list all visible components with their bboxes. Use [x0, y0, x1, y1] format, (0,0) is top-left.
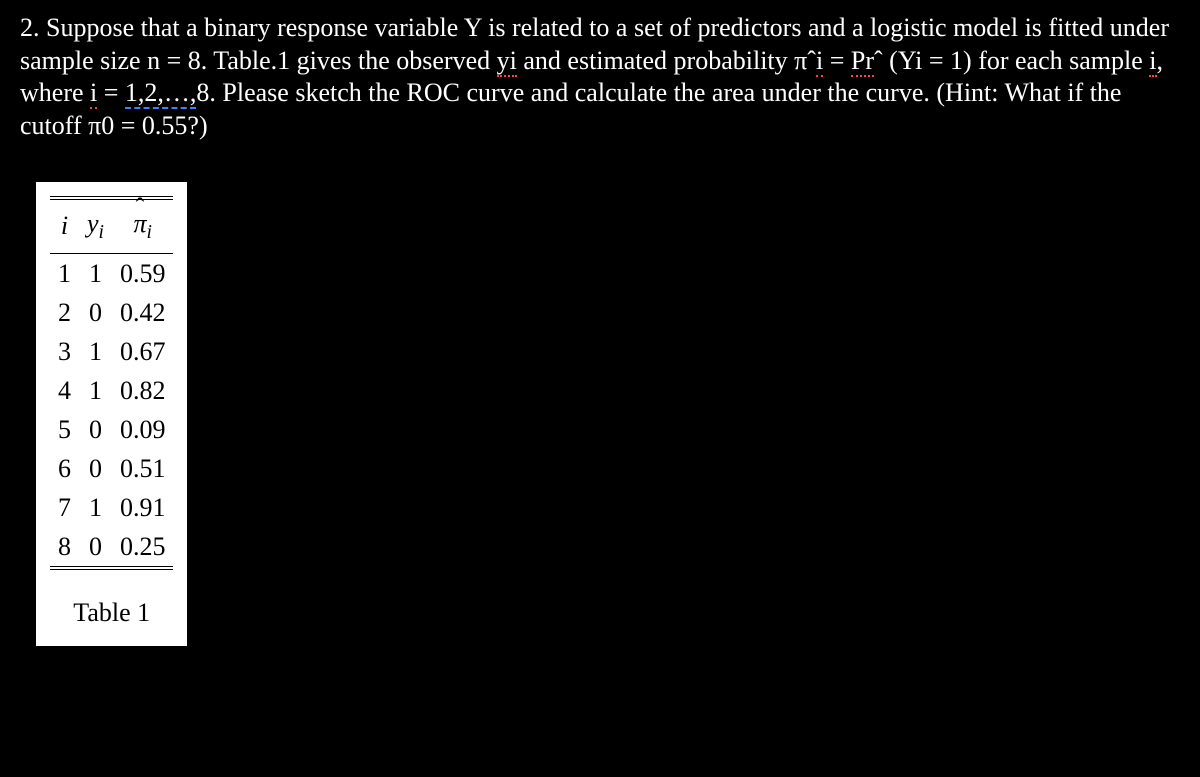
cell-y: 0 — [79, 293, 112, 332]
cell-pi: 0.59 — [112, 254, 174, 294]
q-eq: = — [823, 46, 851, 75]
col-y-sub: i — [99, 222, 104, 243]
cell-pi: 0.67 — [112, 332, 174, 371]
q-yi: yi — [497, 46, 517, 77]
cell-i: 1 — [50, 254, 79, 294]
question-text: 2. Suppose that a binary response variab… — [20, 12, 1180, 142]
q-eq2: = — [97, 78, 125, 107]
q-i2: i — [1149, 46, 1156, 77]
table-row: 200.42 — [50, 293, 173, 332]
col-y: yi — [79, 198, 112, 254]
q-mid1: and estimated probability π — [517, 46, 807, 75]
data-table: i yi πi 110.59 200.42 310.67 410.82 500.… — [50, 196, 173, 570]
table-caption: Table 1 — [50, 598, 173, 628]
cell-i: 2 — [50, 293, 79, 332]
cell-pi: 0.51 — [112, 449, 174, 488]
cell-y: 0 — [79, 527, 112, 568]
col-y-sym: y — [87, 209, 99, 238]
q-hat: ˆ — [807, 46, 816, 75]
cell-i: 6 — [50, 449, 79, 488]
q-hat2: ˆ — [874, 46, 883, 75]
q-pr: Pr — [851, 46, 874, 77]
table-row: 600.51 — [50, 449, 173, 488]
col-i: i — [50, 198, 79, 254]
table-row: 410.82 — [50, 371, 173, 410]
cell-y: 1 — [79, 332, 112, 371]
cell-i: 7 — [50, 488, 79, 527]
col-pi-sub: i — [147, 222, 152, 243]
col-pi-sym: π — [133, 204, 146, 243]
cell-y: 1 — [79, 254, 112, 294]
q-range: 1,2,…, — [125, 78, 197, 109]
cell-i: 8 — [50, 527, 79, 568]
table-row: 110.59 — [50, 254, 173, 294]
table-container: i yi πi 110.59 200.42 310.67 410.82 500.… — [36, 182, 187, 646]
table-row: 310.67 — [50, 332, 173, 371]
table-body: 110.59 200.42 310.67 410.82 500.09 600.5… — [50, 254, 173, 569]
cell-i: 4 — [50, 371, 79, 410]
cell-y: 0 — [79, 410, 112, 449]
cell-y: 0 — [79, 449, 112, 488]
cell-i: 5 — [50, 410, 79, 449]
cell-pi: 0.91 — [112, 488, 174, 527]
table-row: 710.91 — [50, 488, 173, 527]
cell-pi: 0.25 — [112, 527, 174, 568]
table-row: 500.09 — [50, 410, 173, 449]
cell-pi: 0.09 — [112, 410, 174, 449]
cell-pi: 0.42 — [112, 293, 174, 332]
col-pi: πi — [112, 198, 174, 254]
table-row: 800.25 — [50, 527, 173, 568]
cell-y: 1 — [79, 488, 112, 527]
cell-i: 3 — [50, 332, 79, 371]
q-after-pr: (Yi = 1) for each sample — [883, 46, 1150, 75]
table-header-row: i yi πi — [50, 198, 173, 254]
cell-y: 1 — [79, 371, 112, 410]
cell-pi: 0.82 — [112, 371, 174, 410]
